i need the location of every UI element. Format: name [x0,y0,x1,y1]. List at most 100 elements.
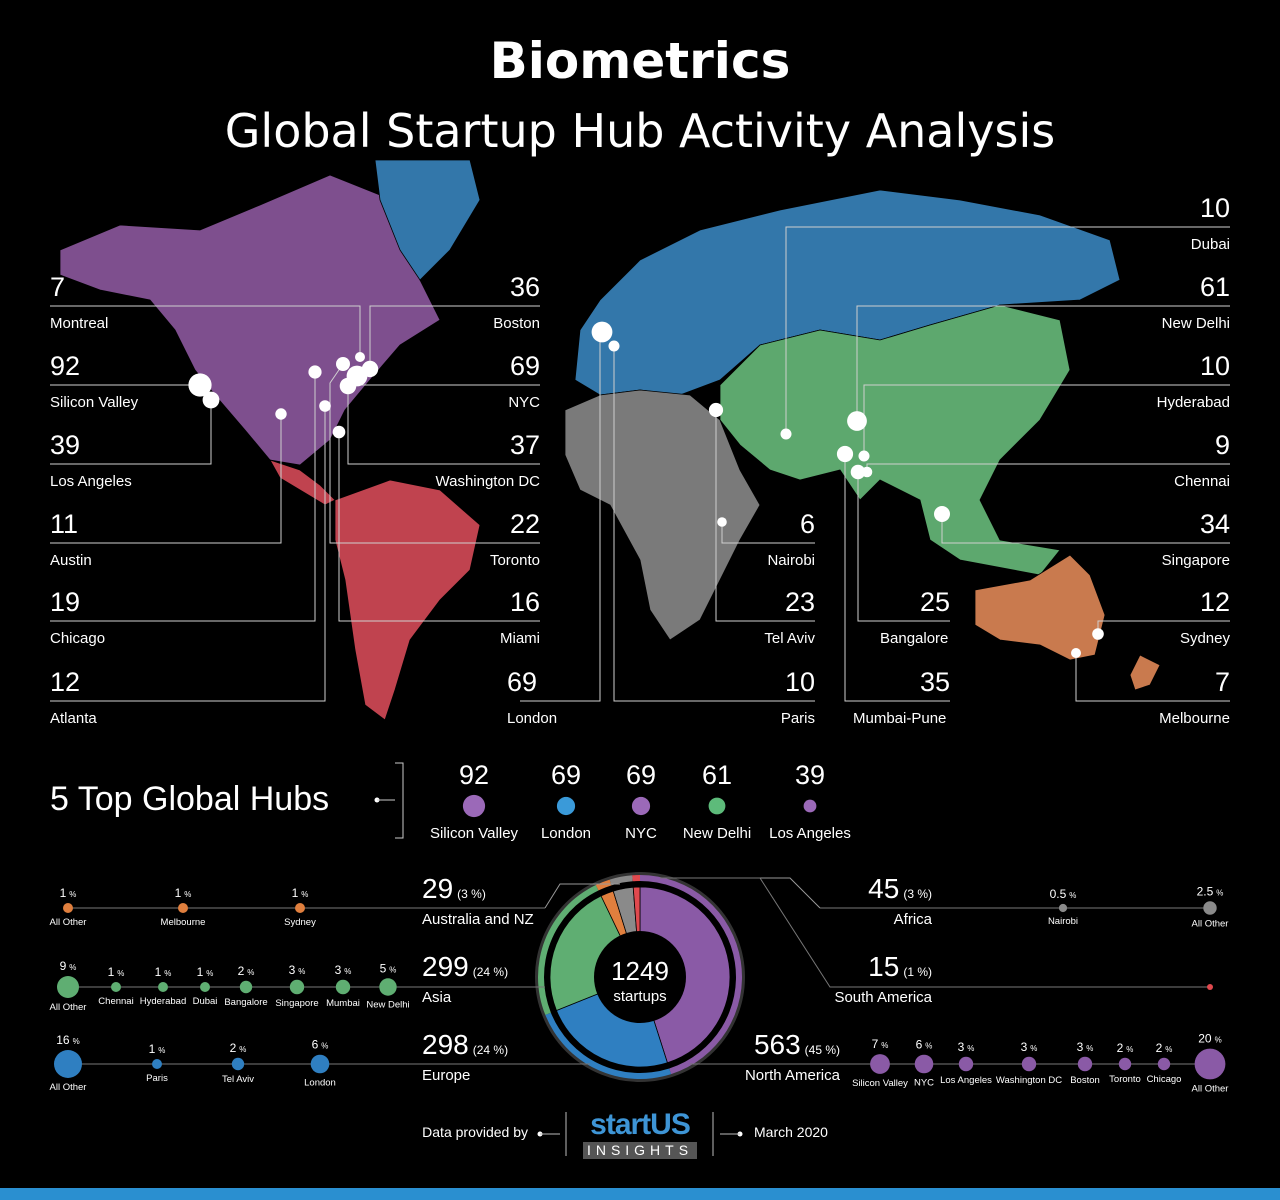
hub-value: 12 [1200,587,1230,617]
breakdown-north-america: 7 % Silicon Valley 6 % NYC 3 % Los Angeles 3 % Wash… [690,1032,1228,1094]
hub-city: Bangalore [880,630,948,647]
breakdown-dot-los-angeles [958,1056,974,1072]
breakdown-dot-all-other [54,1050,82,1078]
south-america-shape [334,479,481,721]
region-value: 29 (3 %) [422,873,486,904]
breakdown-pct: 3% [958,1040,975,1054]
breakdown-dot-new-delhi [379,978,397,996]
leader-toronto [329,363,540,544]
breakdown-name: Nairobi [1048,916,1078,927]
breakdown-pct: 1% [155,965,172,979]
hub-label-montreal: 7 Montreal [50,272,108,332]
hub-value: 22 [510,509,540,539]
breakdown-pct: 1% [197,965,214,979]
breakdown-name: All Other [1192,919,1229,930]
region-name: Africa [894,911,933,928]
leader-washington [347,386,540,465]
hub-dot-montreal [355,352,365,362]
breakdown-dot-all-other [63,903,73,913]
top-hub-name: Los Angeles [769,825,851,842]
hub-dot-mumbai-pune [836,445,854,463]
breakdown-pct: 1% [175,886,192,900]
hub-label-london: 69 London [507,667,557,727]
breakdown-pct: 1% [108,965,125,979]
breakdown-pct: 20% [1198,1032,1221,1046]
region-head-australia: 29 (3 %) Australia and NZ [422,873,534,928]
hub-label-tel-aviv: 23 Tel Aviv [764,587,815,647]
breakdown-name: Washington DC [996,1075,1062,1086]
hub-label-washington-dc: 37 Washington DC [436,430,541,490]
hub-value: 35 [920,667,950,697]
breakdown-pct: 7% [872,1037,889,1051]
breakdown-dot-hyderabad [158,982,168,992]
top-hub-dot [462,794,486,818]
hub-city: Paris [781,710,815,727]
hub-dot-nairobi [717,517,727,527]
hub-label-silicon-valley: 92 Silicon Valley [50,351,139,411]
hub-label-bangalore: 25 Bangalore [880,587,950,647]
breakdown-dot-sydney [295,903,305,913]
hub-label-new-delhi: 61 New Delhi [1162,272,1230,332]
breakdown-pct: 1% [60,886,77,900]
hub-city: Toronto [490,552,540,569]
region-name: South America [834,989,932,1006]
breakdown-pct: 1% [149,1042,166,1056]
europe-shape [574,189,1121,396]
hub-value: 19 [50,587,80,617]
breakdown-dot-bangalore [239,980,253,994]
hub-value: 7 [50,272,65,302]
hub-city: Sydney [1180,630,1231,647]
breakdown-name: NYC [914,1077,934,1088]
top-hub-dot [803,799,817,813]
breakdown-pct: 3% [1021,1040,1038,1054]
region-name: Australia and NZ [422,911,534,928]
leader-tel-aviv [715,410,815,622]
hub-value: 37 [510,430,540,460]
top-hub-value: 69 [626,760,656,790]
breakdown-dot-singapore [289,979,305,995]
hub-value: 34 [1200,509,1230,539]
breakdown-dot-tel-aviv [231,1057,245,1071]
hub-value: 9 [1215,430,1230,460]
breakdown-name: Dubai [193,996,218,1007]
breakdown-pct: 2% [238,964,255,978]
hub-value: 25 [920,587,950,617]
breakdown-pct: 1% [292,886,309,900]
hub-city: NYC [508,394,540,411]
logo-wordmark: startUS [590,1108,691,1141]
region-head-africa: 45 (3 %) Africa [868,873,932,928]
region-value: 299 (24 %) [422,951,508,982]
region-head-north-america: 563 (45 %) North America [745,1029,841,1084]
breakdown-name: London [304,1077,336,1088]
south-america-dot [1207,984,1213,990]
region-value: 563 (45 %) [754,1029,840,1060]
hub-value: 92 [50,351,80,381]
region-value: 298 (24 %) [422,1029,508,1060]
top-hub-name: New Delhi [683,825,751,842]
hub-value: 61 [1200,272,1230,302]
donut-ring-africa [609,875,633,886]
breakdown-pct: 3% [1077,1040,1094,1054]
top-hub-name: London [541,825,591,842]
hub-value: 69 [507,667,537,697]
breakdown-name: Chennai [98,996,133,1007]
breakdown-dot-melbourne [178,903,188,913]
hub-city: Silicon Valley [50,394,139,411]
top-hubs-bracket [377,762,404,839]
logo-subtitle: INSIGHTS [582,1142,698,1159]
breakdown-dot-all-other [1203,901,1217,915]
donut-ring-europe [545,1012,672,1079]
donut-total: 1249 [611,956,669,986]
hub-dots [188,321,1104,658]
hub-dot-paris [608,340,620,352]
page-title: Biometrics [489,32,791,90]
breakdown-pct: 0.5% [1050,887,1077,901]
hub-dot-london [591,321,613,343]
breakdown-dot-london [310,1054,330,1074]
hub-dot-melbourne [1071,648,1081,658]
hub-value: 23 [785,587,815,617]
hub-label-miami: 16 Miami [500,587,540,647]
hub-label-dubai: 10 Dubai [1191,193,1230,253]
region-head-asia: 299 (24 %) Asia [422,951,508,1006]
hub-label-chennai: 9 Chennai [1174,430,1230,490]
